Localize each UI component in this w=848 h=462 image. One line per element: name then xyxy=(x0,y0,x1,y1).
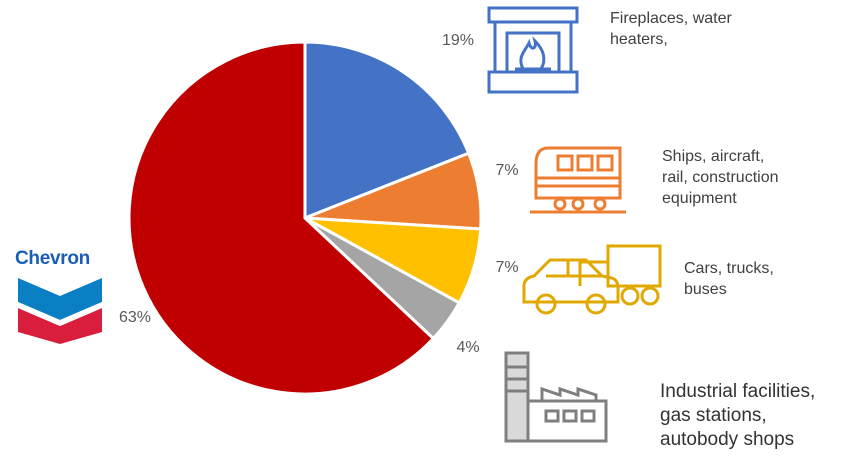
label-line: heaters, xyxy=(610,31,668,48)
pie-value-label: 7% xyxy=(495,259,518,276)
pie-value-label: 63% xyxy=(119,309,151,326)
label-line: Industrial facilities, xyxy=(660,381,816,402)
pie-slice xyxy=(127,40,436,396)
factory-icon xyxy=(502,345,612,445)
pie-value-label: 4% xyxy=(456,339,479,356)
label-line: rail, construction xyxy=(662,169,779,186)
pie-value-label: 7% xyxy=(495,162,518,179)
label-line: gas stations, xyxy=(660,405,767,426)
pie-slices xyxy=(127,40,483,396)
pie-value-label: 19% xyxy=(442,32,474,49)
category-label-industrial: Industrial facilities, gas stations, aut… xyxy=(660,380,815,452)
label-line: Fireplaces, water xyxy=(610,10,732,27)
label-line: autobody shops xyxy=(660,429,795,450)
logo-wordmark: Chevron xyxy=(15,248,90,269)
label-line: Ships, aircraft, xyxy=(662,148,765,165)
label-line: equipment xyxy=(662,190,737,207)
pie-slice xyxy=(303,40,471,221)
pie-value-labels: 19% 7% 7% 4% 63% xyxy=(119,32,519,356)
chevron-logo: Chevron xyxy=(12,248,108,344)
category-label-fireplaces: Fireplaces, water heaters, xyxy=(610,8,732,50)
category-label-cars: Cars, trucks, buses xyxy=(684,258,774,300)
car-truck-icon xyxy=(520,240,665,320)
fireplace-icon xyxy=(487,5,579,95)
category-label-ships: Ships, aircraft, rail, construction equi… xyxy=(662,146,779,209)
label-line: Cars, trucks, xyxy=(684,260,774,277)
chevron-emblem-icon xyxy=(18,278,102,344)
train-icon xyxy=(528,142,628,214)
label-line: buses xyxy=(684,281,727,298)
